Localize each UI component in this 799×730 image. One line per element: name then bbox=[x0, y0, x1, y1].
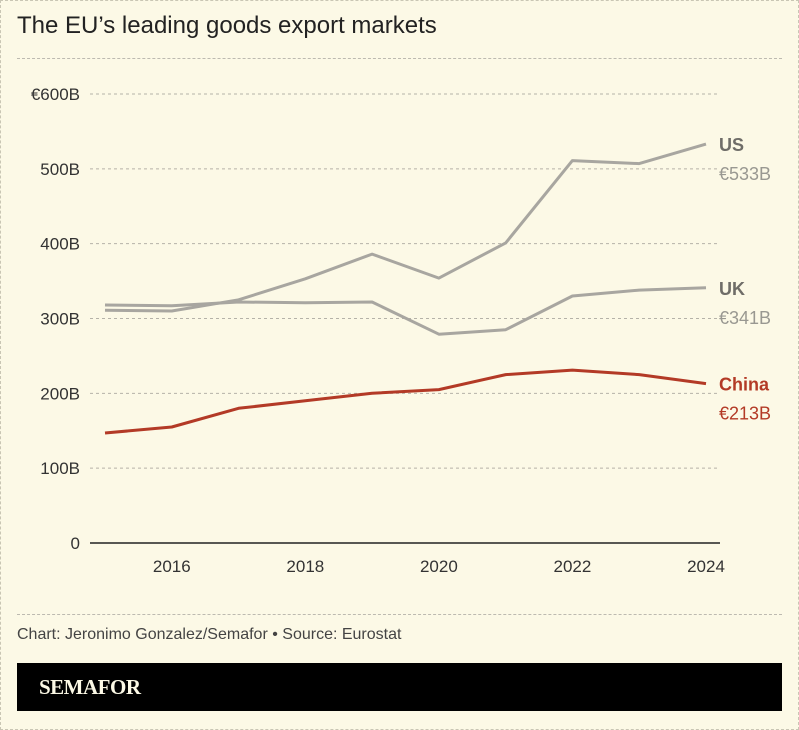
y-tick-label: €600B bbox=[31, 85, 80, 104]
divider bbox=[17, 614, 782, 615]
y-tick-label: 400B bbox=[40, 235, 80, 254]
y-tick-label: 0 bbox=[71, 534, 80, 553]
series-end-value-china: €213B bbox=[719, 404, 771, 424]
series-label-china: China bbox=[719, 375, 770, 395]
series-line-china bbox=[104, 368, 707, 435]
y-tick-label: 500B bbox=[40, 160, 80, 179]
brand-bar: SEMAFOR bbox=[17, 663, 782, 711]
x-tick-label: 2024 bbox=[687, 557, 725, 576]
chart-title: The EU’s leading goods export markets bbox=[17, 12, 437, 39]
y-tick-label: 300B bbox=[40, 310, 80, 329]
series-end-value-us: €533B bbox=[719, 164, 771, 184]
series-label-us: US bbox=[719, 135, 744, 155]
series-end-value-uk: €341B bbox=[719, 308, 771, 328]
series-line-us bbox=[104, 142, 707, 313]
series-label-uk: UK bbox=[719, 279, 745, 299]
chart-credit: Chart: Jeronimo Gonzalez/Semafor • Sourc… bbox=[17, 626, 402, 643]
x-tick-label: 2016 bbox=[153, 557, 191, 576]
x-tick-label: 2022 bbox=[554, 557, 592, 576]
series-line-uk bbox=[104, 286, 707, 336]
x-tick-label: 2018 bbox=[286, 557, 324, 576]
y-tick-label: 100B bbox=[40, 459, 80, 478]
x-tick-label: 2020 bbox=[420, 557, 458, 576]
semafor-logo: SEMAFOR bbox=[39, 675, 141, 699]
divider bbox=[17, 58, 782, 59]
y-tick-label: 200B bbox=[40, 384, 80, 403]
line-chart: 0 100B 200B 300B 400B 500B €600B 2016 2018 2020 20… bbox=[31, 85, 771, 576]
